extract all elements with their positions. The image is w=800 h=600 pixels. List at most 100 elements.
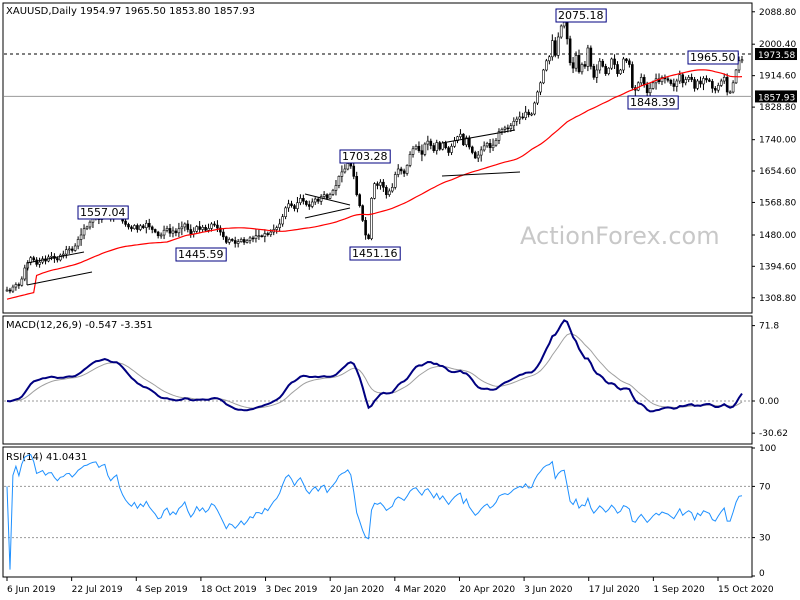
- candle-body: [382, 181, 385, 188]
- candle-body: [50, 255, 53, 258]
- candle-body: [536, 91, 539, 104]
- candle-body: [571, 62, 575, 69]
- candle-body: [364, 220, 367, 236]
- candle-body: [672, 83, 676, 87]
- candle-body: [88, 221, 92, 228]
- candle-body: [645, 84, 649, 94]
- candle-body: [313, 198, 317, 203]
- candle-body: [396, 168, 400, 175]
- candle-body: [85, 226, 89, 230]
- candle-body: [195, 226, 198, 232]
- price-tick-label: 1828.80: [759, 103, 796, 113]
- candle-body: [432, 145, 436, 151]
- candle-body: [20, 278, 24, 286]
- candle-body: [687, 77, 690, 80]
- candle-body: [325, 194, 329, 199]
- annotation-box: [555, 8, 607, 23]
- candle-body: [512, 121, 516, 127]
- candle-body: [180, 226, 184, 230]
- candle-body: [642, 77, 646, 85]
- candle-body: [471, 146, 474, 153]
- candle-body: [482, 145, 486, 151]
- candle-body: [506, 127, 510, 130]
- candle-body: [186, 223, 190, 230]
- candle-body: [257, 235, 261, 238]
- x-tick-label: 4 Sep 2019: [136, 585, 188, 595]
- candle-body: [708, 79, 711, 82]
- candle-body: [379, 181, 382, 186]
- rsi-tick-label: 70: [759, 482, 771, 492]
- candle-body: [414, 145, 418, 150]
- resistance-price-label-box: [755, 48, 797, 61]
- macd-panel-frame: [2, 315, 753, 445]
- candle-body: [204, 227, 207, 231]
- candle-body: [728, 91, 732, 94]
- candle-body: [524, 111, 527, 118]
- candle-body: [711, 81, 714, 89]
- candle-body: [411, 148, 415, 155]
- candle-body: [130, 226, 133, 230]
- candle-body: [423, 143, 427, 155]
- macd-signal-line: [6, 333, 743, 409]
- candle-body: [453, 140, 456, 147]
- candle-body: [604, 66, 607, 74]
- candles-layer: [5, 17, 744, 294]
- candle-body: [737, 60, 741, 71]
- candle-body: [331, 189, 335, 195]
- candle-body: [577, 55, 581, 73]
- candle-body: [296, 202, 299, 209]
- candle-body: [76, 239, 80, 247]
- candle-body: [38, 261, 41, 265]
- candle-body: [551, 40, 554, 58]
- rsi-tick-label: 100: [759, 444, 776, 454]
- price-tick-label: 1654.60: [759, 167, 796, 177]
- candle-body: [438, 142, 442, 150]
- candle-body: [509, 125, 513, 129]
- candle-body: [699, 80, 702, 85]
- candle-body: [307, 204, 311, 207]
- candle-body: [142, 225, 145, 228]
- candle-body: [426, 140, 430, 145]
- candle-body: [367, 234, 370, 239]
- candle-body: [275, 227, 278, 230]
- candle-body: [441, 142, 444, 150]
- candle-body: [450, 145, 453, 153]
- annotation-label: 1445.59: [178, 248, 224, 261]
- candle-body: [14, 284, 18, 288]
- candle-body: [201, 227, 204, 230]
- candle-body: [269, 231, 273, 235]
- candle-body: [598, 60, 602, 71]
- candle-body: [150, 226, 154, 230]
- candle-body: [417, 145, 421, 151]
- annotation-label: 1965.50: [690, 51, 736, 64]
- candle-body: [162, 229, 166, 236]
- candle-body: [207, 228, 210, 231]
- candle-body: [527, 111, 530, 116]
- annotation-box: [77, 205, 129, 220]
- pattern-line: [304, 207, 351, 219]
- candle-body: [639, 77, 643, 84]
- watermark: ActionForex.com: [520, 222, 720, 250]
- candle-body: [59, 254, 62, 261]
- candle-body: [447, 147, 450, 153]
- x-tick-label: 18 Oct 2019: [201, 585, 257, 595]
- price-tick-label: 1568.80: [759, 198, 796, 208]
- x-tick-label: 3 Dec 2019: [266, 585, 318, 595]
- candle-body: [159, 234, 163, 237]
- macd-tick-label: 71.8: [759, 322, 779, 332]
- candle-body: [485, 143, 489, 147]
- candle-body: [153, 229, 157, 233]
- candle-body: [435, 142, 439, 151]
- candle-body: [35, 259, 38, 265]
- candle-body: [260, 235, 264, 238]
- candle-body: [702, 78, 705, 85]
- candle-body: [56, 258, 59, 261]
- candle-body: [388, 190, 391, 195]
- macd-layer: 71.8 0.00 -30.62: [4, 319, 788, 439]
- candle-body: [429, 140, 433, 146]
- candle-body: [177, 228, 181, 234]
- candle-body: [740, 59, 744, 62]
- candle-body: [133, 225, 136, 230]
- candle-body: [586, 47, 590, 67]
- candle-body: [183, 223, 187, 228]
